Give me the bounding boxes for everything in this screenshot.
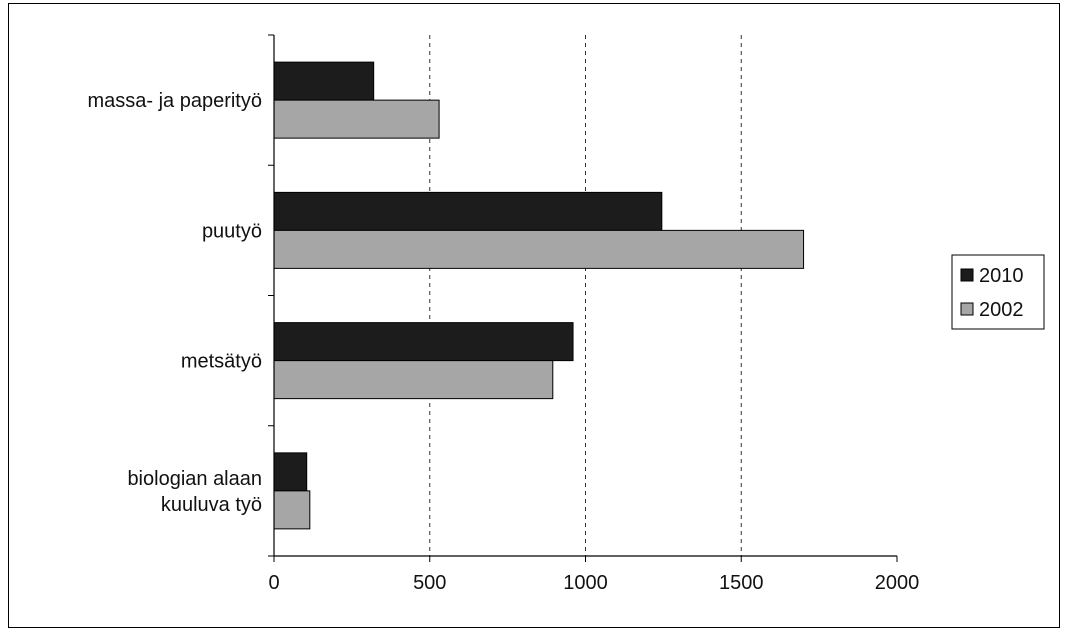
- category-label: massa- ja paperityö: [87, 90, 262, 112]
- x-tick-label: 1000: [563, 572, 608, 594]
- y-category-labels: massa- ja paperityö puutyö metsätyö biologi…: [87, 90, 262, 516]
- bars: [273, 61, 805, 530]
- legend-swatch: [960, 268, 974, 282]
- category-label: puutyö: [202, 220, 262, 242]
- gridlines: [429, 35, 742, 556]
- x-tick-label: 2000: [875, 572, 920, 594]
- category-label: metsätyö: [181, 351, 262, 373]
- chart-frame: [8, 3, 1060, 628]
- bar-2010: [273, 61, 375, 101]
- x-tick-labels: 0 500 1000 1500 2000: [268, 572, 919, 594]
- bar-2010: [273, 452, 308, 492]
- axes: [268, 34, 898, 562]
- bar-2002: [273, 360, 554, 400]
- bar-2002: [273, 229, 805, 269]
- legend-box: [951, 254, 1045, 330]
- x-tick-label: 500: [413, 572, 446, 594]
- legend-label: 2002: [979, 299, 1024, 321]
- legend: 2010 2002: [951, 254, 1045, 330]
- bar-2002: [273, 490, 311, 530]
- bar-2002: [273, 99, 440, 139]
- category-label: biologian alaan: [127, 468, 262, 490]
- bar-2010: [273, 322, 574, 362]
- bar-2010: [273, 191, 663, 231]
- x-tick-label: 1500: [719, 572, 764, 594]
- legend-label: 2010: [979, 265, 1024, 287]
- x-tick-label: 0: [268, 572, 279, 594]
- category-label: kuuluva työ: [161, 494, 262, 516]
- legend-swatch: [960, 302, 974, 316]
